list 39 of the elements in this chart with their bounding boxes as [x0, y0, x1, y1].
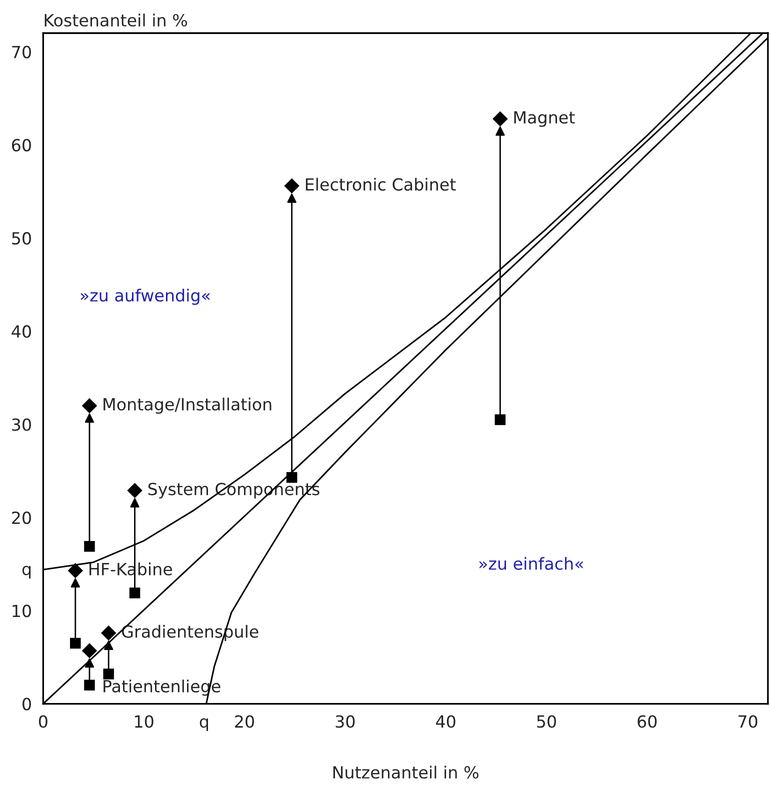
point: [68, 562, 83, 578]
point: [129, 588, 140, 598]
y-tick-label: 20: [12, 511, 31, 524]
x-tick-label: 20: [235, 715, 254, 728]
annotation: »zu einfach«: [480, 556, 583, 570]
x-axis-title: Nutzenanteil in %: [333, 766, 478, 779]
point: [100, 625, 116, 641]
point: [127, 482, 142, 498]
point: [82, 398, 98, 414]
y-tick-label: 60: [12, 138, 31, 152]
annotation: »zu aufwendig«: [80, 288, 210, 305]
point: [494, 414, 506, 426]
annotation: Magnet: [514, 111, 575, 127]
y-tick-label: q: [22, 566, 31, 579]
annotation: Electronic Cabinet: [306, 178, 456, 191]
y-tick-label: 10: [12, 604, 31, 618]
point: [103, 668, 114, 680]
y-tick-label: 50: [12, 232, 31, 245]
x-tick-label: 70: [738, 715, 758, 728]
point: [84, 540, 95, 552]
x-tick-label: 10: [135, 715, 154, 728]
x-tick-label: 60: [638, 715, 657, 728]
x-tick-label: 50: [537, 715, 556, 728]
point: [70, 638, 81, 649]
annotation: Montage/Installation: [104, 398, 272, 414]
x-tick-label: 40: [436, 715, 456, 728]
x-tick-label: 0: [38, 715, 48, 728]
point: [492, 111, 508, 126]
point: [284, 178, 300, 194]
point: [286, 472, 298, 483]
y-tick-label: 70: [12, 46, 31, 58]
y-tick-label: 40: [12, 325, 31, 338]
point: [82, 643, 98, 658]
x-tick-label: 30: [336, 715, 355, 728]
y-tick-label: 0: [22, 698, 31, 710]
y-axis-title: Kostenanteil in %: [44, 14, 188, 27]
point: [84, 680, 95, 691]
x-tick-label: q: [200, 718, 208, 732]
y-tick-label: 30: [12, 418, 31, 431]
